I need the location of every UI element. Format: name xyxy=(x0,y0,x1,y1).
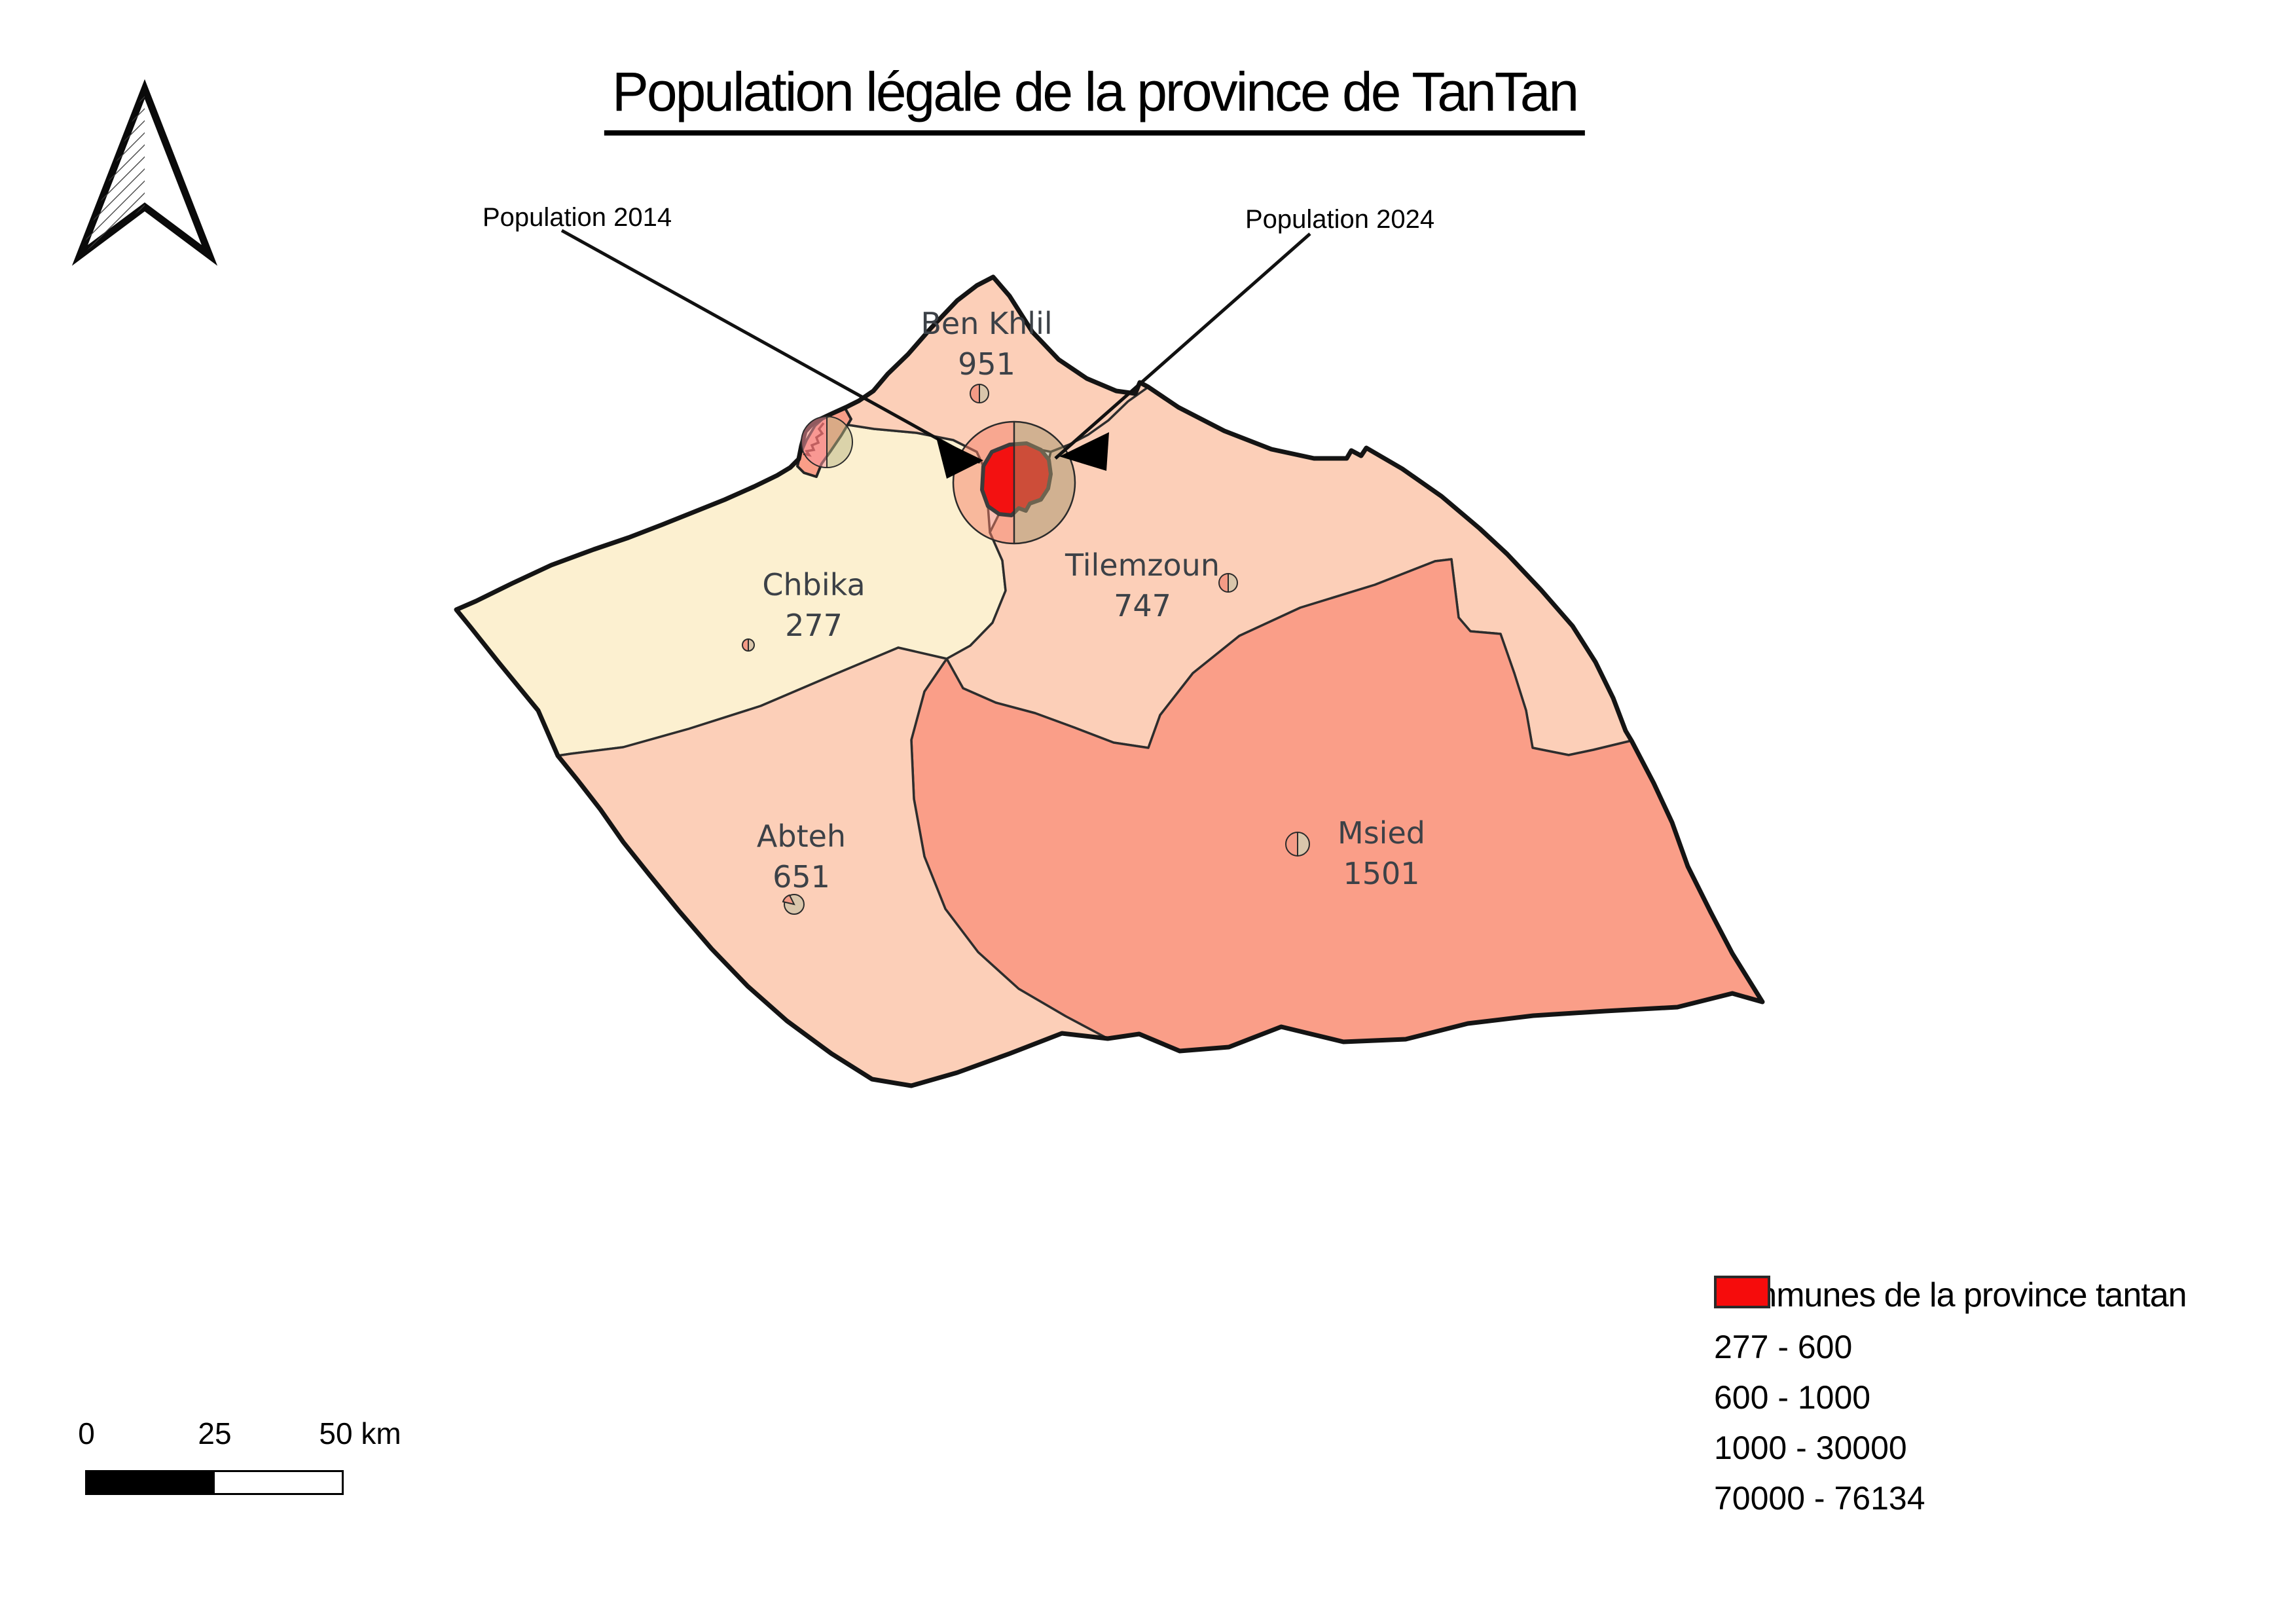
arrowhead-2014-icon xyxy=(936,437,983,479)
commune-name: Tilemzoun xyxy=(1065,547,1220,583)
scalebar-filled-segment xyxy=(87,1472,215,1493)
label-chbika: Chbika 277 xyxy=(762,570,865,640)
pie-ben-khlil xyxy=(970,383,989,404)
commune-value: 1501 xyxy=(1343,856,1420,891)
legend-item: 70000 - 76134 xyxy=(1714,1276,2187,1517)
commune-name: Msied xyxy=(1338,815,1425,851)
legend-item: 600 - 1000 xyxy=(1714,1276,2187,1416)
province-outline xyxy=(454,274,1765,1088)
legend-title: communes de la province tantan xyxy=(1714,1276,2187,1314)
pie-msied xyxy=(1285,831,1310,857)
north-arrow-icon xyxy=(71,79,218,266)
commune-name: Abteh xyxy=(756,819,847,854)
commune-name: Ben Khlil xyxy=(920,306,1053,341)
commune-value: 277 xyxy=(785,608,843,643)
scalebar xyxy=(85,1470,344,1495)
scalebar-tick-0: 0 xyxy=(78,1416,95,1450)
annotation-population-2024: Population 2024 xyxy=(1245,205,1435,234)
legend-label: 277 - 600 xyxy=(1714,1329,1853,1365)
legend: communes de la province tantan 277 - 600… xyxy=(1714,1276,2187,1532)
legend-label: 600 - 1000 xyxy=(1714,1379,1871,1416)
scalebar-tick-50km: 50 km xyxy=(319,1416,401,1450)
label-ben-khlil: Ben Khlil 951 xyxy=(920,308,1052,379)
commune-value: 651 xyxy=(773,859,830,895)
leader-line-2014 xyxy=(560,229,981,464)
commune-polygon-tantan-city xyxy=(980,441,1053,517)
label-abteh: Abteh 651 xyxy=(757,821,846,892)
scalebar-tick-25: 25 xyxy=(198,1416,232,1450)
pie-chbika xyxy=(742,638,755,652)
arrowhead-2024-icon xyxy=(1059,432,1109,471)
label-tilemzoun: Tilemzoun 747 xyxy=(1065,550,1220,621)
legend-item: 277 - 600 xyxy=(1714,1276,2187,1365)
pie-abteh xyxy=(782,894,805,915)
page-title: Population légale de la province de TanT… xyxy=(604,60,1586,136)
commune-value: 747 xyxy=(1114,588,1171,623)
commune-value: 951 xyxy=(958,346,1015,382)
legend-swatch xyxy=(1714,1276,1770,1308)
pie-tantan-right-half xyxy=(1014,422,1075,544)
legend-label: 70000 - 76134 xyxy=(1714,1480,1925,1517)
pie-tilemzoun xyxy=(1218,572,1238,593)
leader-line-2024 xyxy=(1054,232,1311,460)
legend-item: 1000 - 30000 xyxy=(1714,1276,2187,1466)
annotation-population-2014: Population 2014 xyxy=(483,203,672,232)
label-msied: Msied 1501 xyxy=(1338,818,1425,889)
legend-label: 1000 - 30000 xyxy=(1714,1430,1907,1466)
pie-coastal xyxy=(801,415,853,469)
commune-name: Chbika xyxy=(762,567,866,602)
